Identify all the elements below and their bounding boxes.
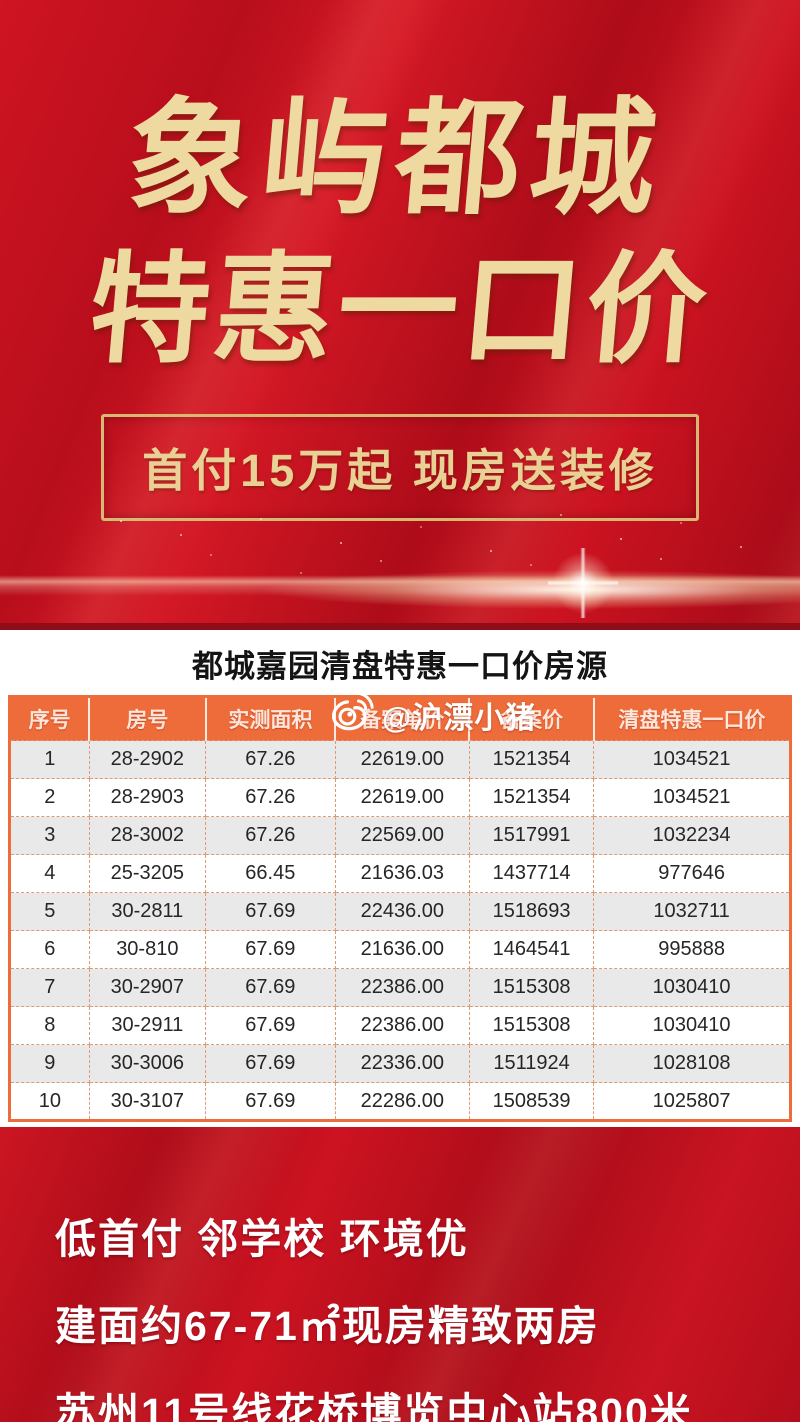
table-cell: 67.69 [205,892,336,931]
table-cell: 67.69 [205,1082,336,1121]
column-header: 备案单价 [334,696,470,741]
table-cell: 1030410 [593,1006,791,1045]
table-cell: 7 [9,968,90,1007]
table-cell: 30-2911 [88,1006,207,1045]
table-cell: 22386.00 [334,968,470,1007]
watermark-handle: @沪漂小猪 [382,701,537,735]
table-cell: 67.26 [205,816,336,855]
table-cell: 1517991 [468,816,595,855]
table-cell: 28-2902 [88,740,207,779]
footer-selling-point-2: 建面约67-71㎡现房精致两房 [55,1303,600,1349]
table-cell: 1 [9,740,90,779]
table-cell: 1437714 [468,854,595,893]
column-header: 清盘特惠一口价 [592,696,791,741]
price-table-section: 都城嘉园清盘特惠一口价房源 序号 房号 实测面积 备案单价 备案价 清盘特惠一口价 1 28… [0,630,800,1127]
footer-selling-point-3: 苏州11号线花桥博览中心站800米 [55,1390,693,1422]
table-title: 都城嘉园清盘特惠一口价房源 [192,649,608,684]
table-cell: 3 [9,816,90,855]
table-row: 9 30-3006 67.69 22336.00 1511924 1028108 [9,1044,791,1083]
header-section: 象屿都城 特惠一口价 首付15万起 现房送装修 [0,0,800,630]
table-cell: 30-2907 [88,968,207,1007]
table-cell: 22436.00 [334,892,470,931]
table-cell: 9 [9,1044,90,1083]
table-cell: 2 [9,778,90,817]
section-divider [0,623,800,630]
table-cell: 1464541 [468,930,595,969]
table-cell: 1521354 [468,740,595,779]
table-cell: 1515308 [468,968,595,1007]
sparkle-decoration [120,520,122,522]
table-row: 2 28-2903 67.26 22619.00 1521354 1034521 [9,778,791,817]
table-cell: 1511924 [468,1044,595,1083]
main-title-line1: 象屿都城 [121,88,671,229]
table-cell: 1518693 [468,892,595,931]
price-table: 序号 房号 实测面积 备案单价 备案价 清盘特惠一口价 1 28-2902 67.26 2261… [8,695,792,1122]
table-cell: 1034521 [593,778,791,817]
table-cell: 67.69 [205,968,336,1007]
table-cell: 995888 [593,930,791,969]
table-cell: 1508539 [468,1082,595,1121]
table-row: 4 25-3205 66.45 21636.03 1437714 977646 [9,854,791,893]
table-cell: 1032711 [593,892,791,931]
table-cell: 30-810 [88,930,207,969]
light-streak-decoration [0,540,800,620]
table-row: 6 30-810 67.69 21636.00 1464541 995888 [9,930,791,969]
table-row: 7 30-2907 67.69 22386.00 1515308 1030410 [9,968,791,1007]
table-cell: 28-3002 [88,816,207,855]
table-cell: 4 [9,854,90,893]
table-cell: 22619.00 [334,740,470,779]
table-cell: 25-3205 [88,854,207,893]
table-row: 10 30-3107 67.69 22286.00 1508539 1025807 [9,1082,791,1121]
table-cell: 21636.03 [334,854,470,893]
table-cell: 1030410 [593,968,791,1007]
table-cell: 1521354 [468,778,595,817]
table-cell: 10 [9,1082,90,1121]
table-cell: 66.45 [205,854,336,893]
table-cell: 22386.00 [334,1006,470,1045]
table-header-row: 序号 房号 实测面积 备案单价 备案价 清盘特惠一口价 [9,696,791,741]
table-cell: 67.69 [205,1044,336,1083]
column-header: 房号 [88,696,206,741]
table-row: 5 30-2811 67.69 22436.00 1518693 1032711 [9,892,791,931]
table-cell: 22569.00 [334,816,470,855]
weibo-icon [328,690,376,739]
table-cell: 5 [9,892,90,931]
table-row: 8 30-2911 67.69 22386.00 1515308 1030410 [9,1006,791,1045]
column-header: 备案价 [468,696,594,741]
table-cell: 1028108 [593,1044,791,1083]
table-cell: 30-3006 [88,1044,207,1083]
table-cell: 8 [9,1006,90,1045]
main-title-line2: 特惠一口价 [84,243,716,377]
table-cell: 22619.00 [334,778,470,817]
table-row: 3 28-3002 67.26 22569.00 1517991 1032234 [9,816,791,855]
table-body: 1 28-2902 67.26 22619.00 1521354 1034521 2 28-2… [9,740,791,1121]
table-cell: 1515308 [468,1006,595,1045]
table-cell: 977646 [593,854,791,893]
offer-banner: 首付15万起 现房送装修 [101,414,699,521]
table-cell: 30-3107 [88,1082,207,1121]
table-cell: 67.69 [205,930,336,969]
table-row: 1 28-2902 67.26 22619.00 1521354 1034521 [9,740,791,779]
table-cell: 22336.00 [334,1044,470,1083]
table-cell: 30-2811 [88,892,207,931]
table-cell: 1032234 [593,816,791,855]
column-header: 实测面积 [204,696,336,741]
table-cell: 28-2903 [88,778,207,817]
table-cell: 1034521 [593,740,791,779]
table-cell: 67.69 [205,1006,336,1045]
table-cell: 21636.00 [334,930,470,969]
column-header: 序号 [9,696,90,741]
offer-banner-text: 首付15万起 现房送装修 [142,445,658,496]
table-cell: 67.26 [205,778,336,817]
table-cell: 6 [9,930,90,969]
watermark: @沪漂小猪 [328,690,536,739]
table-cell: 1025807 [593,1082,791,1121]
footer-section: 低首付 邻学校 环境优 建面约67-71㎡现房精致两房 苏州11号线花桥博览中心… [0,1127,800,1422]
table-cell: 22286.00 [334,1082,470,1121]
star-flare-decoration [548,548,618,618]
table-cell: 67.26 [205,740,336,779]
footer-selling-point-1: 低首付 邻学校 环境优 [55,1216,469,1262]
